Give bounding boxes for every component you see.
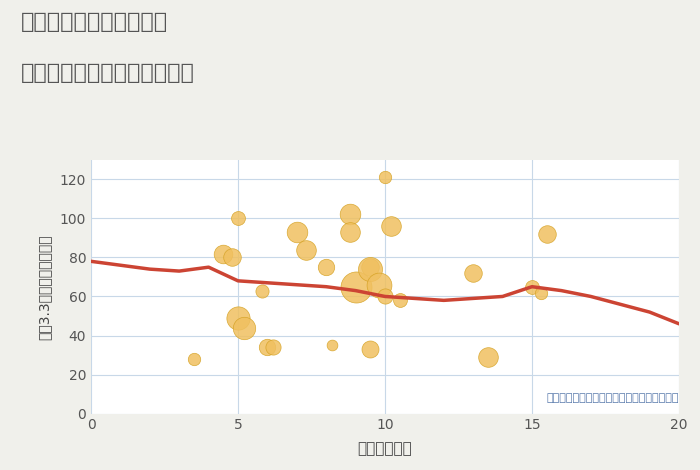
Point	[482, 353, 493, 361]
Point	[526, 283, 538, 290]
Point	[365, 263, 376, 271]
Text: 三重県四日市市陶栄町の: 三重県四日市市陶栄町の	[21, 12, 168, 32]
Point	[350, 283, 361, 290]
Point	[321, 263, 332, 271]
Text: 円の大きさは、取引のあった物件面積を示す: 円の大きさは、取引のあった物件面積を示す	[547, 393, 679, 403]
Point	[267, 344, 279, 351]
Text: 駅距離別中古マンション価格: 駅距離別中古マンション価格	[21, 63, 195, 84]
Point	[365, 266, 376, 273]
Point	[385, 222, 396, 230]
Point	[344, 228, 356, 236]
Point	[218, 250, 229, 257]
Point	[536, 289, 547, 296]
Point	[379, 293, 391, 300]
Point	[365, 345, 376, 353]
Point	[379, 173, 391, 181]
Point	[541, 230, 552, 238]
Point	[468, 269, 479, 277]
Point	[374, 281, 385, 289]
Point	[344, 211, 356, 218]
Point	[394, 297, 405, 304]
Point	[232, 314, 244, 321]
X-axis label: 駅距離（分）: 駅距離（分）	[358, 441, 412, 456]
Point	[300, 246, 312, 253]
Point	[256, 287, 267, 294]
Point	[262, 344, 273, 351]
Y-axis label: 坪（3.3㎡）単価（万円）: 坪（3.3㎡）単価（万円）	[37, 234, 51, 339]
Point	[227, 254, 238, 261]
Point	[238, 324, 249, 331]
Point	[326, 342, 337, 349]
Point	[232, 215, 244, 222]
Point	[291, 228, 302, 236]
Point	[188, 355, 199, 363]
